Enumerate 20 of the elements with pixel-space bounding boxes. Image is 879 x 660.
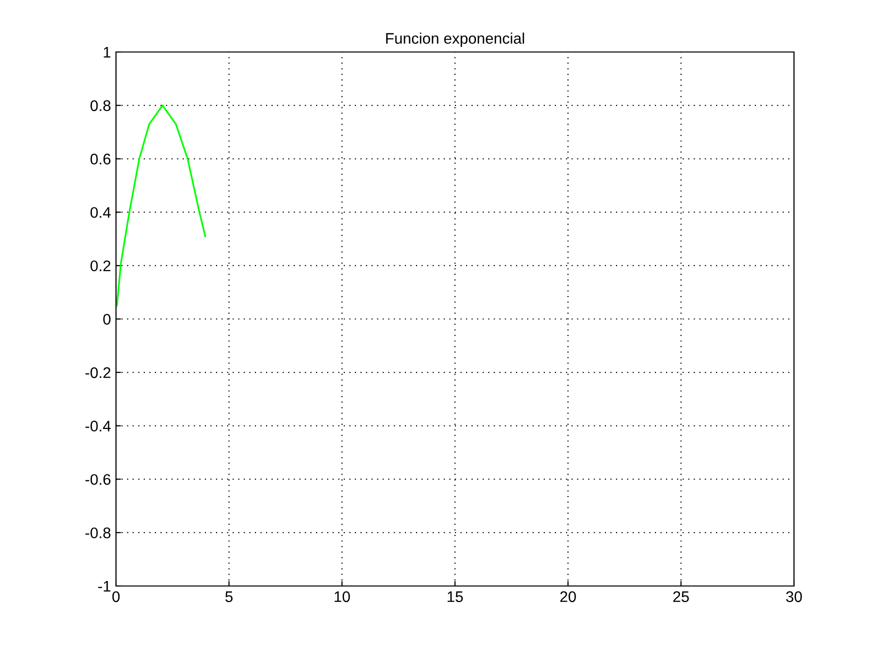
y-tick-label: -1 (98, 581, 110, 592)
y-tick-label: 0.4 (90, 207, 111, 218)
y-tick-label: 0 (103, 314, 111, 325)
chart-title: Funcion exponencial (386, 32, 524, 47)
y-tick-label: -0.8 (85, 527, 110, 538)
x-tick-label: 25 (673, 591, 689, 602)
y-tick-label: 0.8 (90, 100, 110, 112)
y-tick-label: -0.6 (85, 474, 110, 485)
x-tick-label: 20 (560, 591, 576, 602)
x-tick-label: 10 (334, 591, 350, 602)
x-tick-label: 5 (225, 591, 233, 602)
y-tick-label: 0.6 (90, 154, 110, 164)
y-tick-label: -0.4 (85, 420, 111, 432)
y-tick-label: 0.2 (90, 260, 110, 272)
y-tick-label: -0.2 (85, 367, 110, 378)
x-tick-label: 15 (448, 591, 463, 602)
line-series (116, 104, 206, 306)
y-tick-label: 1 (104, 47, 110, 58)
x-tick-label: 0 (112, 591, 120, 602)
x-tick-label: 30 (786, 591, 802, 602)
